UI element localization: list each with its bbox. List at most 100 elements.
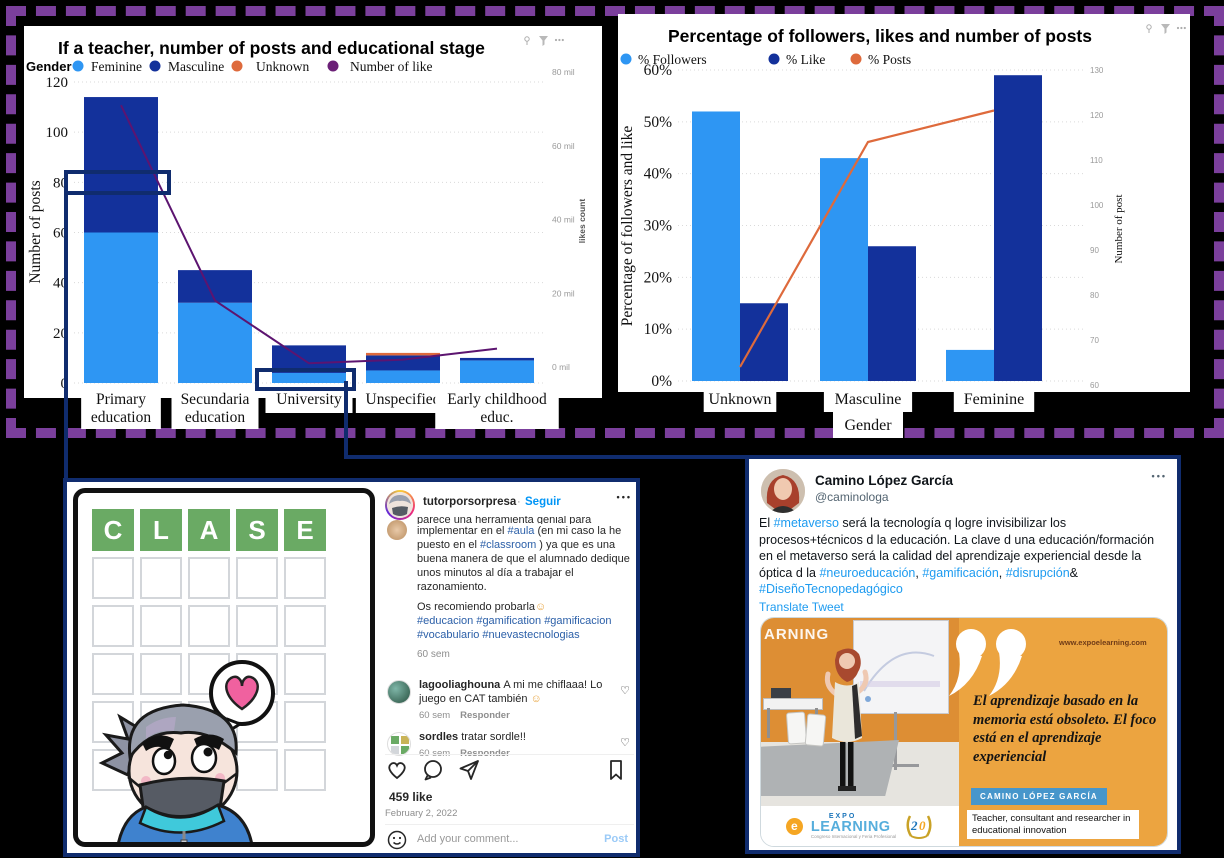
commenter-avatar[interactable] xyxy=(387,680,411,704)
wordle-tile: C xyxy=(92,509,134,551)
svg-text:60: 60 xyxy=(1090,381,1099,390)
svg-text:Number of post: Number of post xyxy=(1113,194,1125,263)
wordle-tile xyxy=(92,557,134,599)
tweet-media-card[interactable]: ARNING xyxy=(760,617,1168,847)
wordle-row xyxy=(92,557,326,599)
svg-text:% Followers: % Followers xyxy=(638,52,707,67)
caption-age: 60 sem xyxy=(417,649,450,660)
tweet-author-name[interactable]: Camino López García xyxy=(815,473,954,488)
svg-text:30%: 30% xyxy=(644,218,673,235)
hashtag-link[interactable]: #metaverso xyxy=(773,516,839,530)
connector-line-university-to-tweet xyxy=(344,455,749,459)
more-options-icon[interactable]: ••• xyxy=(616,492,632,502)
laptop xyxy=(771,688,791,699)
emoji-picker-icon[interactable] xyxy=(387,830,407,850)
avatar[interactable] xyxy=(385,490,415,520)
logo-learning-text: LEARNING xyxy=(810,818,891,835)
bookmark-icon[interactable] xyxy=(604,758,628,782)
divider xyxy=(385,754,634,755)
wordle-tile xyxy=(236,605,278,647)
wordle-tile: S xyxy=(236,509,278,551)
screen-stand-base xyxy=(873,764,919,767)
svg-text:Percentage of followers, likes: Percentage of followers, likes and numbe… xyxy=(668,26,1092,46)
svg-text:130: 130 xyxy=(1090,66,1104,75)
svg-text:Secundaria: Secundaria xyxy=(181,391,250,408)
divider xyxy=(385,824,634,825)
comment-icon[interactable] xyxy=(421,758,445,782)
wordle-tile xyxy=(284,701,326,743)
svg-text:10%: 10% xyxy=(644,321,673,338)
wordle-tile xyxy=(188,605,230,647)
instagram-ui-column: tutorporsorpresa · Seguir ••• parece una… xyxy=(385,482,634,853)
post-button[interactable]: Post xyxy=(604,833,628,845)
caption-text: implementar en el #aula (en mi caso la h… xyxy=(417,524,631,594)
commenter-username[interactable]: lagooliaghouna xyxy=(419,679,504,691)
reply-button[interactable]: Responder xyxy=(460,710,510,721)
tweet-avatar[interactable] xyxy=(761,469,805,513)
caption-author-avatar[interactable] xyxy=(387,520,407,540)
share-icon[interactable] xyxy=(457,758,481,782)
hashtag-link[interactable]: #aula xyxy=(507,525,535,537)
chair xyxy=(785,711,808,745)
comment-text: tratar sordle!! xyxy=(461,731,526,743)
svg-text:0%: 0% xyxy=(651,373,672,390)
tweet-author-handle[interactable]: @caminologa xyxy=(815,490,889,504)
tweet: Camino López García @caminologa ••• El #… xyxy=(745,455,1181,854)
like-count[interactable]: 459 like xyxy=(389,790,433,804)
svg-text:50%: 50% xyxy=(644,114,673,131)
svg-text:University: University xyxy=(276,391,342,408)
like-heart-icon[interactable] xyxy=(385,758,409,782)
svg-text:education: education xyxy=(91,409,152,426)
svg-text:Unknown: Unknown xyxy=(708,391,771,408)
translate-tweet-link[interactable]: Translate Tweet xyxy=(759,600,844,614)
svg-text:Number of like: Number of like xyxy=(350,59,432,74)
wordle-tile xyxy=(236,749,278,791)
wordle-tile xyxy=(284,749,326,791)
expoelearning-logo-icon: e xyxy=(785,817,803,835)
hashtag-link[interactable]: #classroom xyxy=(480,539,537,551)
quote-panel xyxy=(959,618,1167,846)
commenter-avatar[interactable] xyxy=(387,732,411,756)
hashtag-link[interactable]: #DiseñoTecnopedagógico xyxy=(759,582,903,596)
svg-text:60 mil: 60 mil xyxy=(552,141,575,151)
emoji: ☺ xyxy=(530,693,542,705)
text-segment: , xyxy=(915,565,923,580)
comment-age: 60 sem xyxy=(419,710,451,721)
caption-hashtags[interactable]: #educacion #gamification #gamificacion #… xyxy=(417,615,612,641)
svg-text:If a teacher, number of posts: If a teacher, number of posts and educat… xyxy=(58,38,485,58)
svg-text:2: 2 xyxy=(910,818,918,833)
svg-text:Unspecified: Unspecified xyxy=(366,391,441,408)
teacher-chart: If a teacher, number of posts and educat… xyxy=(24,26,602,429)
caption-truncated-line: parece una herramienta genial para xyxy=(417,516,592,524)
comment-input[interactable]: Add your comment... xyxy=(417,833,519,845)
reply-button[interactable]: Responder xyxy=(460,748,510,756)
comment-like-icon[interactable]: ♡ xyxy=(620,685,630,697)
cartoon-character xyxy=(98,660,275,842)
wordle-tile xyxy=(236,557,278,599)
text-segment: & xyxy=(1069,565,1079,580)
svg-text:100: 100 xyxy=(46,125,69,141)
speaker-person xyxy=(824,648,869,791)
wordle-tile xyxy=(140,605,182,647)
more-options-icon[interactable]: ••• xyxy=(1151,471,1167,481)
svg-text:80 mil: 80 mil xyxy=(552,67,575,77)
follow-button[interactable]: Seguir xyxy=(525,496,561,508)
svg-text:education: education xyxy=(185,409,246,426)
svg-text:Masculine: Masculine xyxy=(835,391,902,408)
wordle-tile xyxy=(188,557,230,599)
instagram-username[interactable]: tutorporsorpresa xyxy=(423,496,517,508)
commenter-username[interactable]: sordles xyxy=(419,731,462,743)
text-segment: ) ya que es una buena manera de que el a… xyxy=(417,539,630,593)
hashtag-link[interactable]: #disrupción xyxy=(1005,565,1070,580)
hashtag-link[interactable]: #neuroeducación xyxy=(819,565,916,580)
text-segment: El xyxy=(759,516,774,530)
hashtag-link[interactable]: #gamificación xyxy=(922,565,999,580)
comment-like-icon[interactable]: ♡ xyxy=(620,737,630,749)
svg-text:40%: 40% xyxy=(644,166,673,183)
comment: lagooliaghouna A mi me chiflaaa! Lo jueg… xyxy=(385,678,634,728)
avatar-image xyxy=(387,492,413,518)
text-segment: implementar en el xyxy=(417,525,508,537)
text-segment: será la tecnología q logre invisibilizar… xyxy=(759,516,1155,580)
